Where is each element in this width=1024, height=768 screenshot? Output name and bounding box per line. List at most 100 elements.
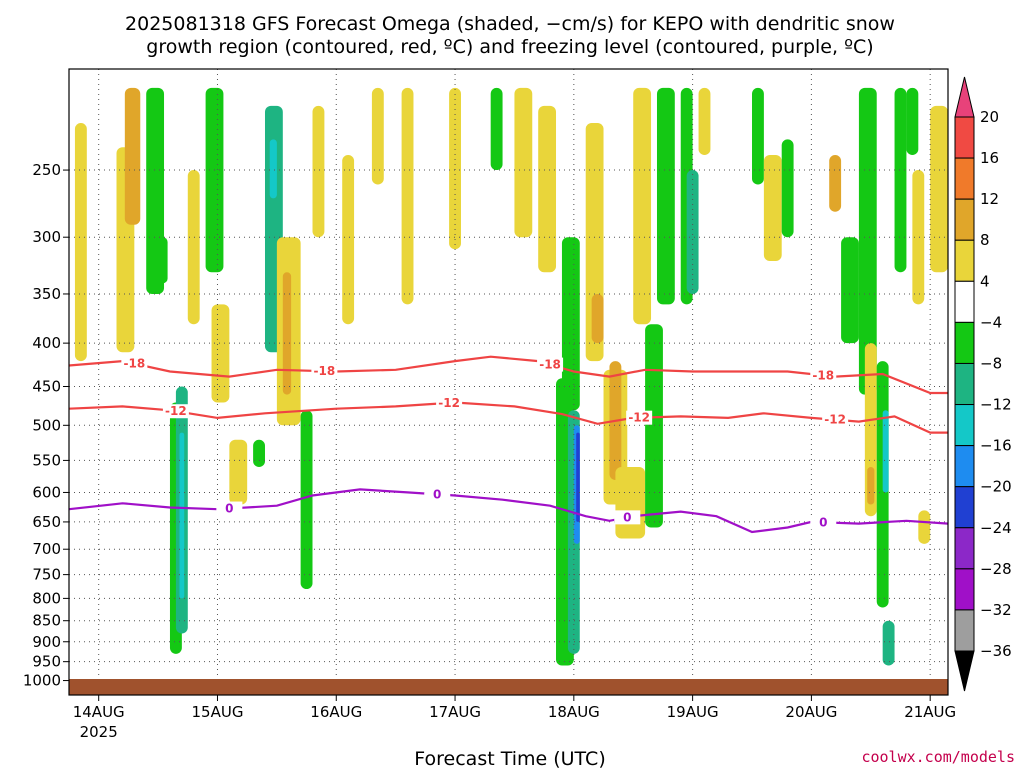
omega-shade-region xyxy=(371,87,384,185)
plot-frame xyxy=(68,68,949,696)
contour-label: -12 xyxy=(824,413,846,427)
contour-label: -18 xyxy=(539,358,561,372)
y-tick-label: 550 xyxy=(32,451,61,469)
omega-shade-region xyxy=(894,87,907,273)
omega-shade-region xyxy=(74,122,87,362)
omega-shade-region xyxy=(205,87,224,273)
contour-label: -18 xyxy=(812,368,834,382)
colorbar-segment xyxy=(954,157,975,200)
omega-shade-region xyxy=(841,237,859,344)
ground-surface xyxy=(69,679,948,695)
omega-shade-region xyxy=(763,155,782,261)
colorbar-segment xyxy=(954,568,975,611)
x-tick-label: 20AUG xyxy=(785,703,837,721)
omega-shade-region xyxy=(187,170,200,325)
y-tick-label: 900 xyxy=(32,633,61,651)
x-tick-label: 19AUG xyxy=(667,703,719,721)
omega-shade-region xyxy=(490,87,503,171)
chart-title-line-1: 2025081318 GFS Forecast Omega (shaded, −… xyxy=(125,13,895,35)
omega-shade-region xyxy=(698,87,711,156)
omega-shade-region xyxy=(124,87,141,225)
contour-line--12 xyxy=(68,401,948,434)
y-tick-label: 750 xyxy=(32,566,61,584)
colorbar-segment xyxy=(954,486,975,529)
colorbar-segment xyxy=(954,609,975,652)
x-tick-label: 21AUG xyxy=(904,703,956,721)
colorbar-level-label: 16 xyxy=(980,149,999,167)
y-tick-label: 250 xyxy=(32,161,61,179)
omega-shade-region xyxy=(401,87,414,305)
y-tick-label: 700 xyxy=(32,540,61,558)
colorbar-segment xyxy=(954,239,975,282)
omega-shade-region xyxy=(538,105,557,273)
y-axis: 250 300 350 400 450 500 550 600 650 700 750 800 850 9… xyxy=(23,161,69,690)
y-tick-label: 600 xyxy=(32,483,61,501)
x-tick-label: 14AUG xyxy=(73,703,125,721)
colorbar-level-label: −8 xyxy=(980,354,1002,372)
omega-shade-region xyxy=(229,439,248,505)
colorbar-level-label: 20 xyxy=(980,108,999,126)
omega-shade-region xyxy=(300,410,313,590)
contour-label-bg xyxy=(162,404,189,419)
colorbar-level-label: −16 xyxy=(980,437,1012,455)
colorbar-level-label: 12 xyxy=(980,190,999,208)
y-tick-label: 650 xyxy=(32,513,61,531)
contour-label-bg xyxy=(810,515,837,530)
y-tick-label: 400 xyxy=(32,334,61,352)
x-tick-label: 15AUG xyxy=(192,703,244,721)
contour-label: -18 xyxy=(314,364,336,378)
contour-label-bg xyxy=(614,510,641,525)
contour-label-bg xyxy=(311,364,338,379)
colorbar-level-label: −24 xyxy=(980,519,1012,537)
omega-shade-region xyxy=(633,87,652,325)
x-tick-label: 17AUG xyxy=(429,703,481,721)
contour-label-bg xyxy=(216,501,243,516)
colorbar-segment xyxy=(954,116,975,159)
omega-shade-region xyxy=(906,87,919,156)
y-tick-label: 1000 xyxy=(23,672,61,690)
contour-label: -12 xyxy=(165,404,187,418)
omega-shade-region xyxy=(253,439,265,468)
contour-label-bg xyxy=(810,368,837,383)
contour-label-bg xyxy=(424,487,451,502)
colorbar-segment xyxy=(954,280,975,323)
omega-shade-region xyxy=(158,237,168,284)
x-tick-label: 16AUG xyxy=(310,703,362,721)
omega-shade-region xyxy=(645,324,663,528)
credit-label: coolwx.com/models xyxy=(861,748,1015,766)
x-axis: 14AUG 2025 15AUG 16AUG 17AUG 18AUG 19AUG 20AUG 2… xyxy=(73,695,956,741)
contour-label-bg xyxy=(537,357,564,372)
contour-label: 0 xyxy=(623,510,631,524)
colorbar-segment xyxy=(954,404,975,447)
omega-shade-region xyxy=(282,272,292,395)
colorbar-level-label: 8 xyxy=(980,231,990,249)
omega-shade-region xyxy=(858,87,877,395)
contour-line-0 xyxy=(68,488,949,534)
omega-shade-region xyxy=(912,170,925,305)
omega-shade-region xyxy=(752,87,764,185)
omega-shade-region xyxy=(312,105,325,238)
contour-label: 0 xyxy=(433,487,441,501)
omega-shade-region xyxy=(615,467,646,539)
x-axis-label: Forecast Time (UTC) xyxy=(414,748,605,768)
omega-shade-region xyxy=(449,87,461,250)
y-tick-label: 300 xyxy=(32,228,61,246)
colorbar-level-label: −28 xyxy=(980,560,1012,578)
colorbar-segment xyxy=(954,445,975,488)
contour-label-bg xyxy=(822,412,849,427)
x-tick-sublabel: 2025 xyxy=(80,723,118,741)
omega-shade-region xyxy=(342,155,355,325)
plot-area: -18 -18 -18 -18 -12 -12 -12 -12 0 0 0 0 xyxy=(68,68,949,696)
colorbar-top-arrow xyxy=(954,76,975,118)
y-tick-label: 500 xyxy=(32,416,61,434)
omega-shade-region xyxy=(781,139,794,238)
y-tick-label: 850 xyxy=(32,612,61,630)
omega-shade-region xyxy=(179,432,185,599)
y-tick-label: 950 xyxy=(32,653,61,671)
omega-shade-region xyxy=(829,155,842,212)
y-tick-label: 350 xyxy=(32,285,61,303)
omega-shade-region xyxy=(867,467,875,505)
x-tick-label: 18AUG xyxy=(548,703,600,721)
contour-lines: -18 -18 -18 -18 -12 -12 -12 -12 0 0 0 0 xyxy=(68,355,949,534)
